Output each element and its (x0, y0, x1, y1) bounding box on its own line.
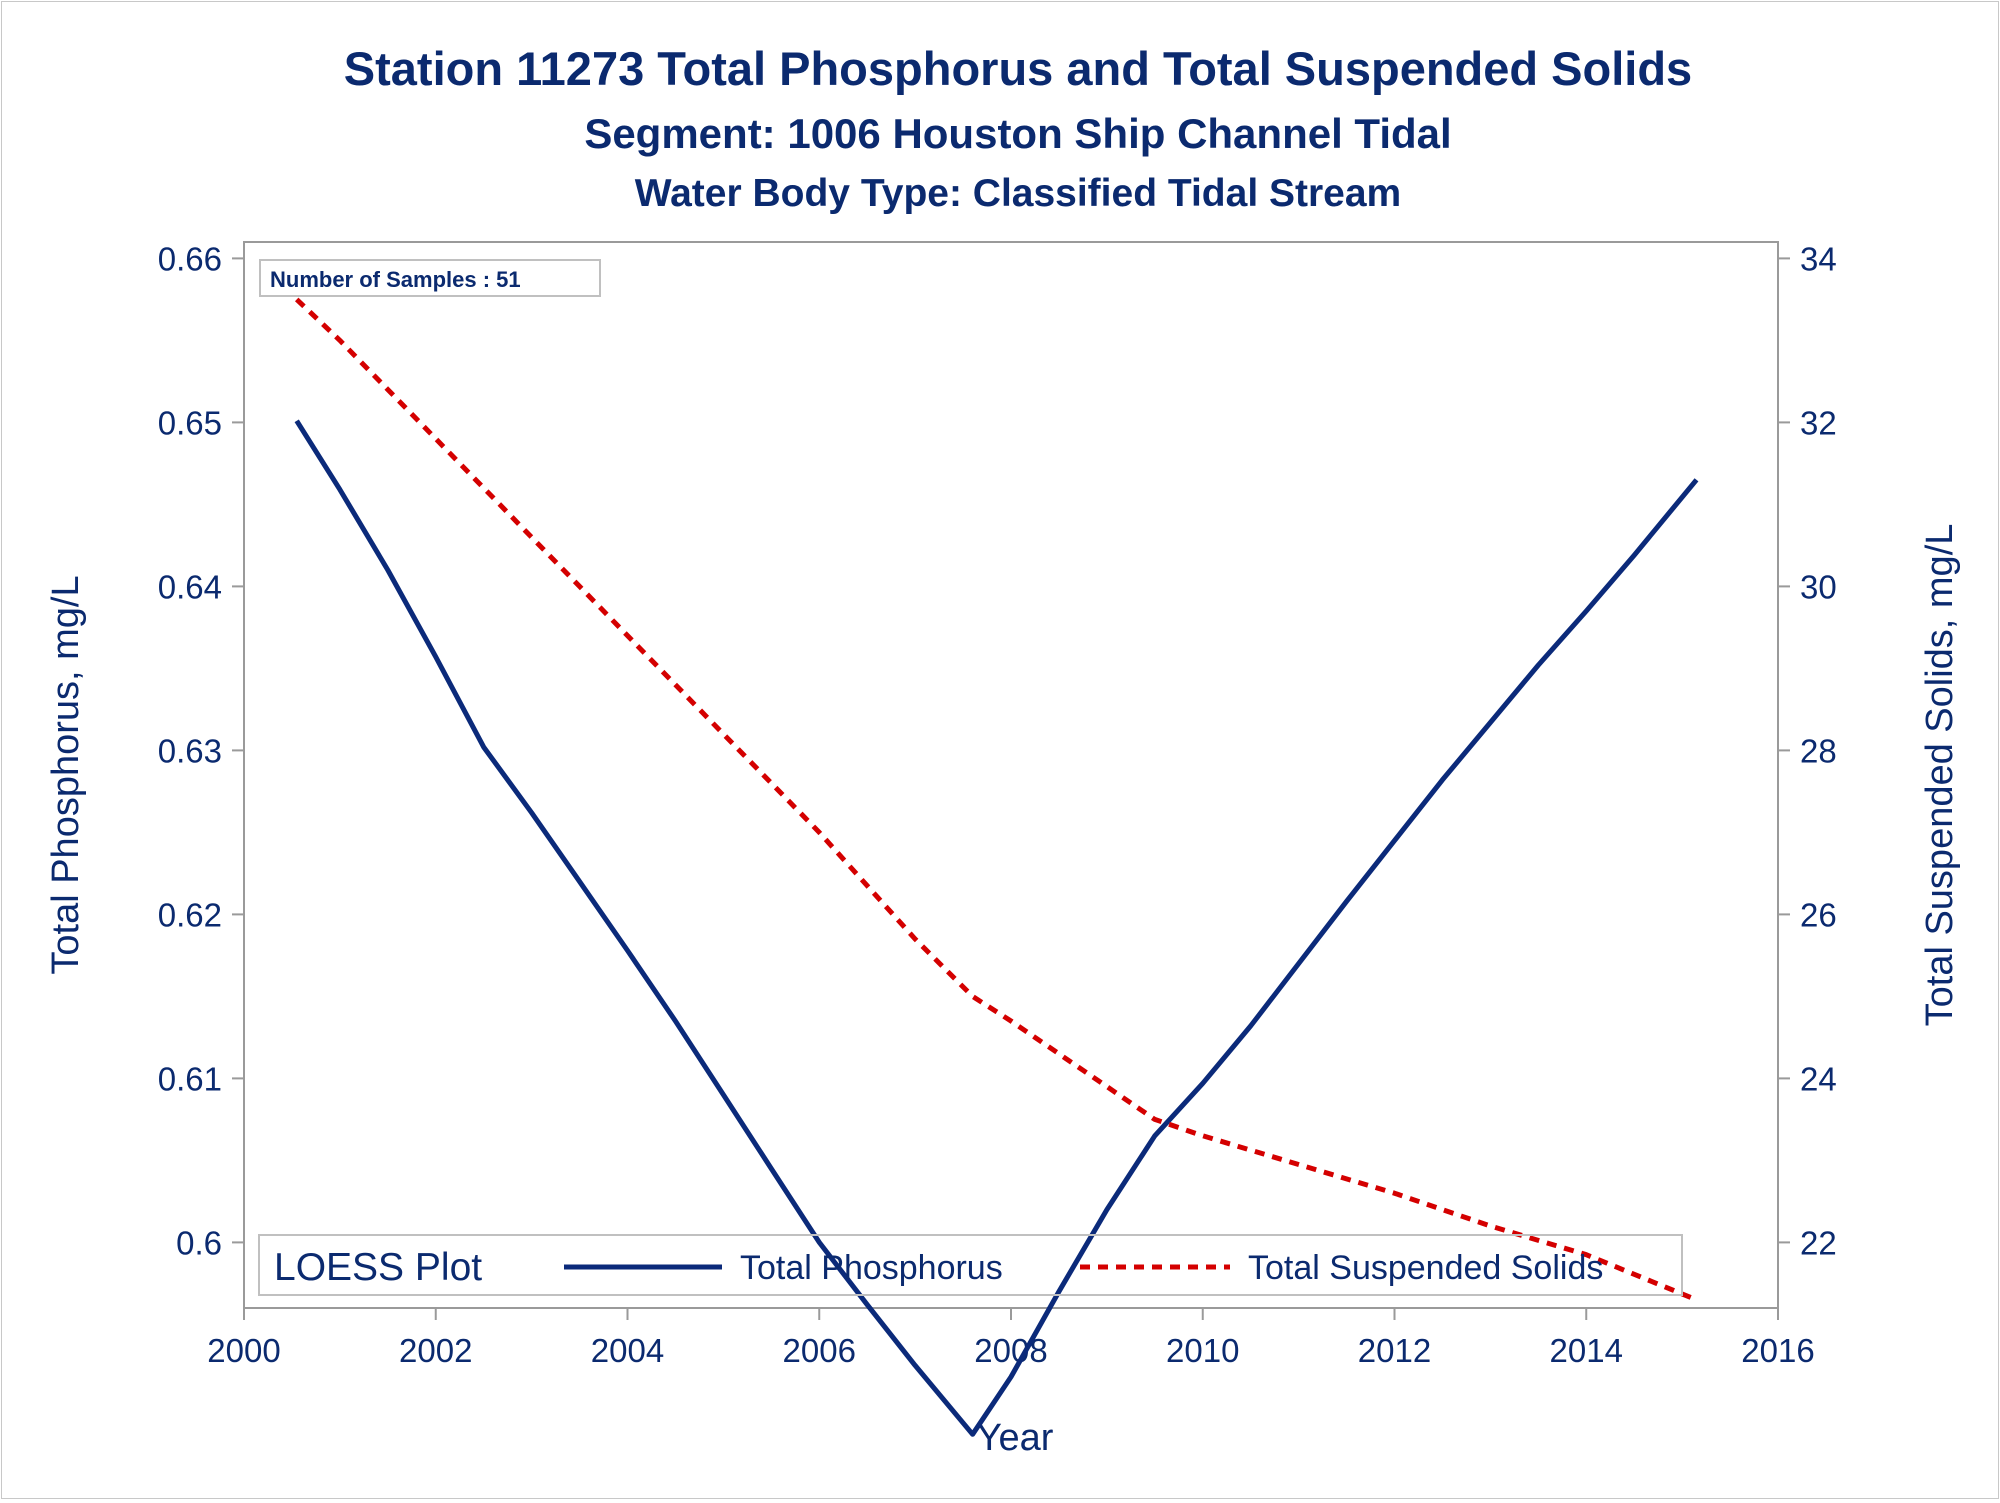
x-tick-label: 2014 (1550, 1332, 1623, 1369)
x-axis: 2000 2002 2004 2006 2008 2010 2012 2014 2016 (207, 1308, 1815, 1369)
legend-box (258, 1234, 1683, 1296)
y-right-tick-label: 26 (1800, 896, 1837, 933)
series-line-total-suspended-solids (294, 297, 1698, 1303)
y-left-tick-label: 0.64 (158, 568, 222, 605)
x-tick-label: 2008 (974, 1332, 1047, 1369)
chart-subtitle-waterbody: Water Body Type: Classified Tidal Stream (635, 172, 1401, 215)
y-right-tick-label: 24 (1800, 1060, 1837, 1097)
y-right-tick-label: 28 (1800, 732, 1837, 769)
y-axis-left: 0.6 0.61 0.62 0.63 0.64 0.65 0.66 (158, 240, 244, 1261)
y-left-tick-label: 0.63 (158, 732, 222, 769)
y-right-tick-label: 32 (1800, 404, 1837, 441)
y-right-tick-label: 30 (1800, 568, 1837, 605)
sample-count-label: Number of Samples : 51 (270, 267, 521, 292)
series-line-total-phosphorus (294, 419, 1699, 1437)
series-layer (294, 297, 1699, 1437)
x-tick-label: 2004 (591, 1332, 664, 1369)
y-left-tick-label: 0.61 (158, 1060, 222, 1097)
legend-label-phosphorus: Total Phosphorus (740, 1249, 1003, 1287)
x-tick-label: 2002 (399, 1332, 472, 1369)
y-right-tick-label: 22 (1800, 1224, 1837, 1261)
plot-area (243, 241, 1779, 1309)
y-left-tick-label: 0.66 (158, 240, 222, 277)
x-tick-label: 2016 (1741, 1332, 1814, 1369)
chart-subtitle-segment: Segment: 1006 Houston Ship Channel Tidal (584, 110, 1451, 157)
legend-label-tss: Total Suspended Solids (1248, 1249, 1603, 1287)
x-tick-label: 2006 (783, 1332, 856, 1369)
x-axis-label: Year (977, 1417, 1054, 1459)
x-tick-label: 2000 (207, 1332, 280, 1369)
legend-title: LOESS Plot (274, 1246, 482, 1289)
y-axis-right: 22 24 26 28 30 32 34 (1778, 240, 1837, 1261)
y-left-tick-label: 0.62 (158, 896, 222, 933)
y-left-tick-label: 0.6 (176, 1224, 222, 1261)
chart-title: Station 11273 Total Phosphorus and Total… (344, 42, 1692, 95)
legend: LOESS Plot Total Phosphorus Total Suspen… (258, 1234, 1683, 1296)
x-tick-label: 2010 (1166, 1332, 1239, 1369)
y-axis-left-label: Total Phosphorus, mg/L (45, 575, 87, 974)
y-axis-right-label: Total Suspended Solids, mg/L (1919, 524, 1961, 1027)
sample-count-box (259, 259, 601, 297)
y-right-tick-label: 34 (1800, 240, 1837, 277)
y-left-tick-label: 0.65 (158, 404, 222, 441)
x-tick-label: 2012 (1358, 1332, 1431, 1369)
